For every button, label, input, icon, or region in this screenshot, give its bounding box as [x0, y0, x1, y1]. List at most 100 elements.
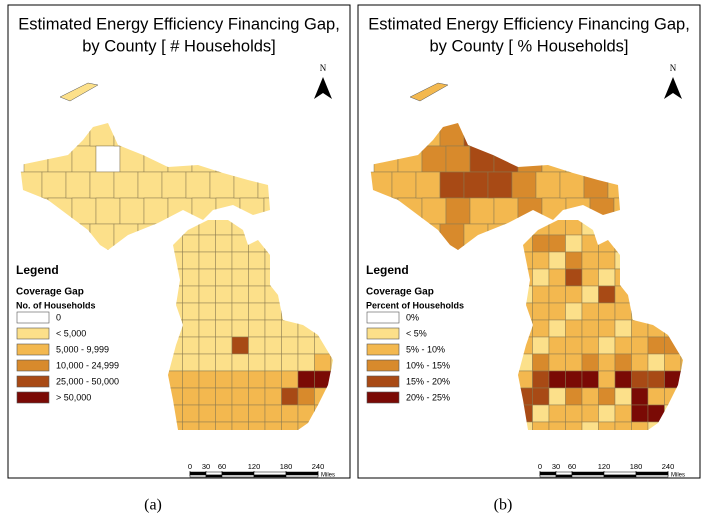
county	[373, 145, 399, 173]
county	[281, 251, 299, 270]
county	[581, 404, 599, 423]
county	[565, 319, 583, 338]
scale-tick-label: 0	[188, 462, 192, 471]
county	[182, 302, 200, 321]
county	[215, 387, 233, 406]
county	[518, 370, 533, 389]
scale-segment	[189, 471, 207, 476]
county	[264, 370, 282, 389]
county	[281, 234, 299, 253]
county	[264, 234, 282, 253]
county	[664, 220, 682, 236]
county	[598, 421, 616, 430]
county	[41, 223, 67, 250]
legend-label: 0	[56, 312, 61, 322]
county	[548, 251, 566, 270]
legend-swatch	[366, 343, 400, 356]
legend-swatch	[366, 359, 400, 372]
scale-segment	[221, 474, 255, 478]
upper-peninsula	[20, 123, 270, 250]
county	[182, 404, 200, 423]
county	[565, 387, 583, 406]
county	[614, 251, 632, 270]
county	[233, 171, 259, 199]
county	[209, 123, 235, 147]
county	[532, 387, 550, 406]
county	[614, 353, 632, 372]
county	[664, 370, 682, 389]
county	[248, 234, 266, 253]
county	[664, 285, 682, 304]
county	[248, 370, 266, 389]
county	[647, 353, 665, 372]
county	[248, 336, 266, 355]
county	[565, 285, 583, 304]
county	[257, 171, 270, 199]
lower-peninsula	[168, 220, 333, 430]
county	[198, 302, 216, 321]
county	[680, 220, 683, 236]
scale-segment	[603, 471, 637, 476]
scale-segment	[539, 471, 557, 476]
county	[113, 223, 139, 250]
county	[532, 353, 550, 372]
county	[631, 220, 649, 236]
county	[614, 234, 632, 253]
county	[598, 285, 616, 304]
county	[248, 421, 266, 430]
county	[581, 336, 599, 355]
county	[248, 220, 266, 236]
county	[297, 268, 315, 287]
county	[680, 302, 683, 321]
county	[314, 251, 332, 270]
county	[198, 336, 216, 355]
county	[168, 302, 183, 321]
county	[168, 387, 183, 406]
county	[215, 421, 233, 430]
county	[248, 251, 266, 270]
county	[297, 220, 315, 236]
county	[370, 171, 393, 199]
county	[89, 223, 115, 250]
legend-label: 15% - 20%	[406, 376, 450, 386]
county	[598, 319, 616, 338]
county	[297, 302, 315, 321]
county	[47, 145, 73, 173]
county	[581, 353, 599, 372]
county	[532, 234, 550, 253]
county	[532, 421, 550, 430]
legend-label: 10,000 - 24,999	[56, 360, 119, 370]
scale-tick-label: 240	[312, 462, 325, 471]
county	[559, 123, 585, 147]
county	[518, 268, 533, 287]
county	[565, 268, 583, 287]
county	[198, 234, 216, 253]
county	[607, 123, 620, 147]
county	[168, 370, 183, 389]
county	[215, 353, 233, 372]
county	[518, 234, 533, 253]
county	[314, 220, 332, 236]
legend-label: > 50,000	[56, 392, 91, 402]
county	[330, 353, 333, 372]
scale-segment	[285, 471, 319, 476]
county	[257, 123, 270, 147]
county	[487, 123, 513, 147]
county	[330, 285, 333, 304]
county	[535, 123, 561, 147]
county	[215, 268, 233, 287]
panel-title: Estimated Energy Efficiency Financing Ga…	[368, 15, 690, 33]
county	[397, 197, 423, 225]
county	[680, 387, 683, 406]
county	[297, 234, 315, 253]
county	[548, 353, 566, 372]
legend-swatch	[16, 343, 50, 356]
county	[370, 223, 393, 250]
county	[631, 387, 649, 406]
county	[167, 145, 193, 173]
county	[541, 145, 567, 173]
upper-peninsula	[370, 123, 620, 250]
county	[647, 387, 665, 406]
county	[532, 370, 550, 389]
county	[264, 404, 282, 423]
